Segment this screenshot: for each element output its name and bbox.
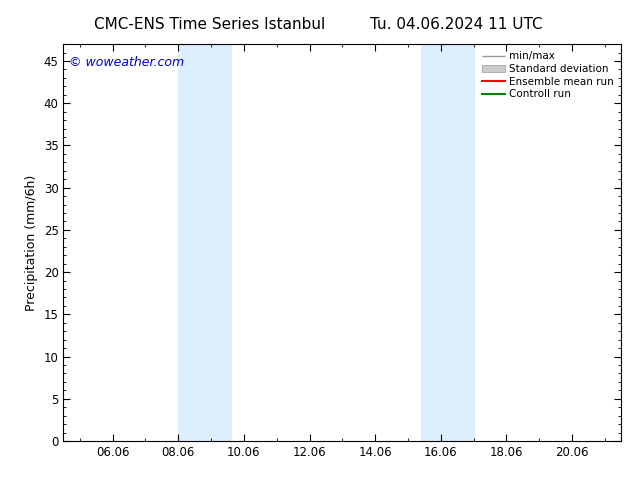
Bar (421, 44, 474, 441)
Text: © woweather.com: © woweather.com (69, 56, 184, 69)
Y-axis label: Precipitation (mm/6h): Precipitation (mm/6h) (25, 174, 38, 311)
Legend: min/max, Standard deviation, Ensemble mean run, Controll run: min/max, Standard deviation, Ensemble me… (480, 49, 616, 101)
Text: CMC-ENS Time Series Istanbul: CMC-ENS Time Series Istanbul (94, 17, 325, 32)
Bar (178, 44, 231, 441)
Text: Tu. 04.06.2024 11 UTC: Tu. 04.06.2024 11 UTC (370, 17, 543, 32)
